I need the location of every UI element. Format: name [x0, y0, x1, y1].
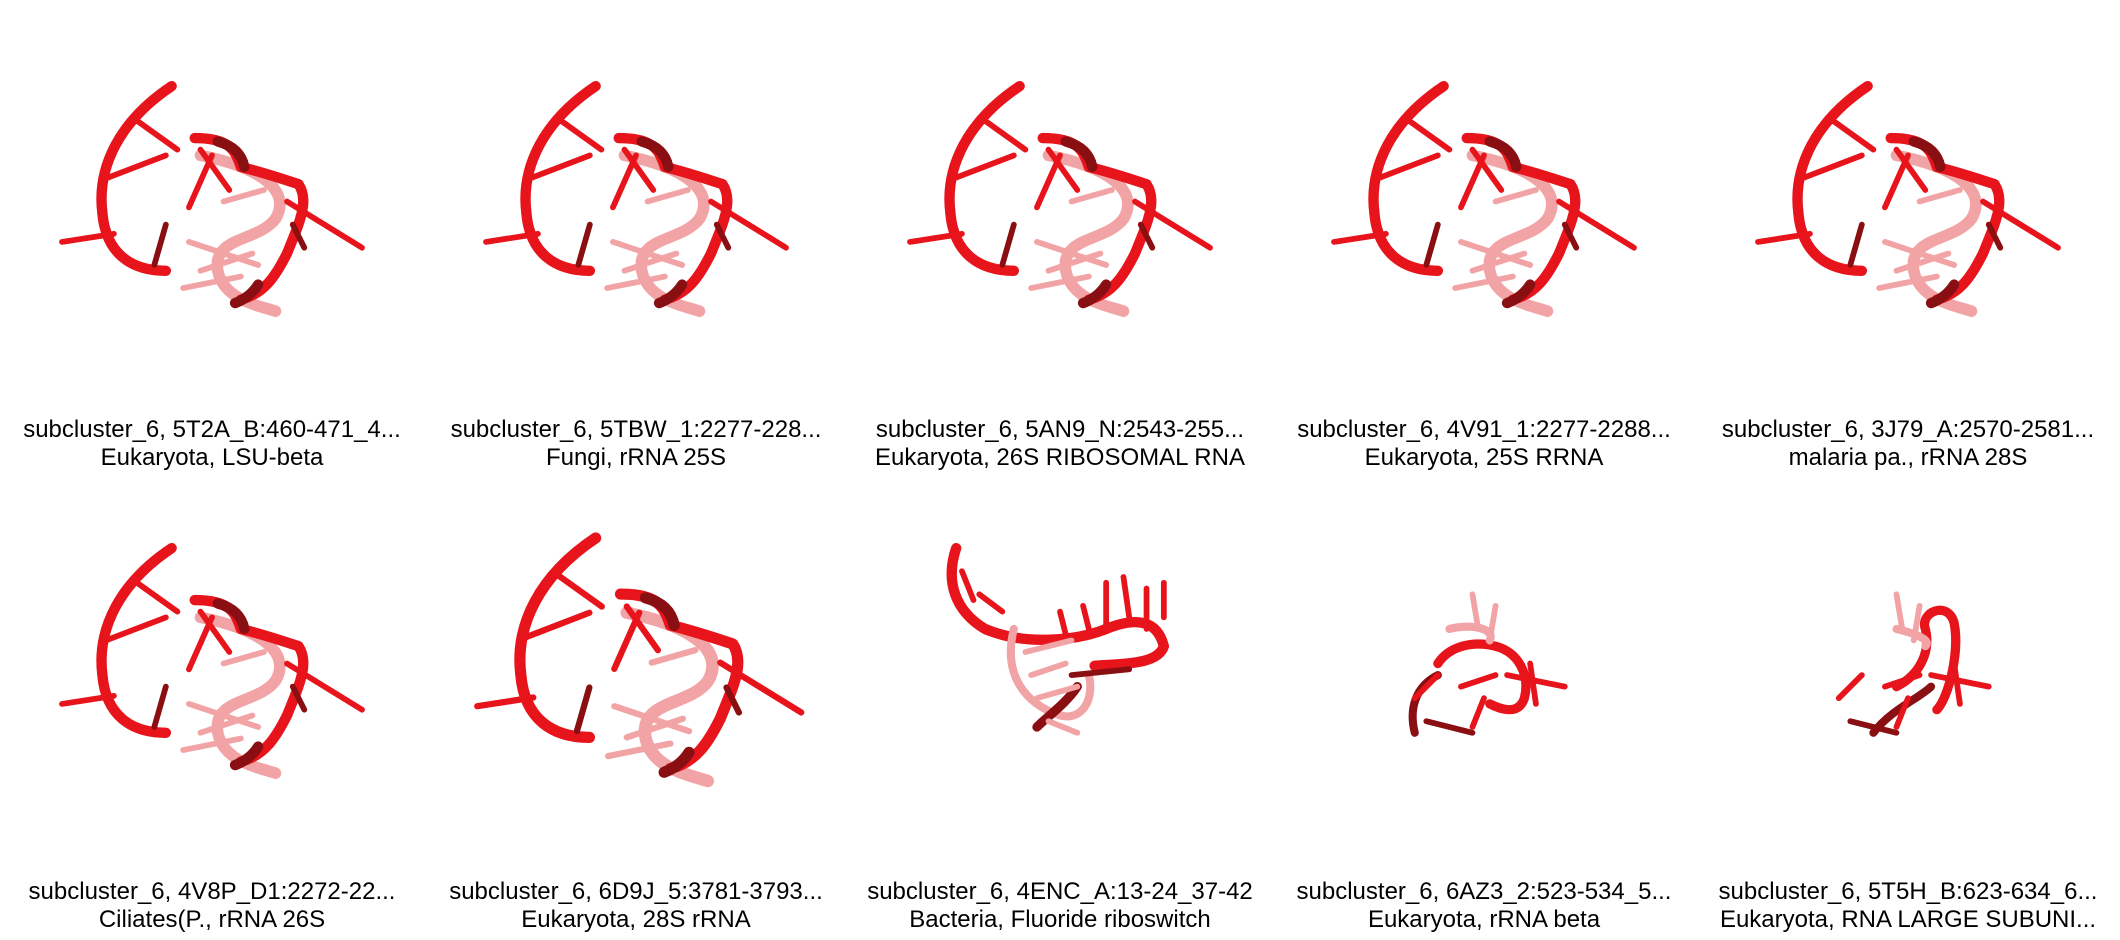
base-stick — [1954, 664, 1960, 704]
hook-backbone — [952, 548, 1164, 666]
panel-title: subcluster_6, 6AZ3_2:523-534_5... — [1272, 878, 1696, 906]
structure-panel: subcluster_6, 5AN9_N:2543-255... Eukaryot… — [848, 0, 1272, 470]
panel-title: subcluster_6, 5T2A_B:460-471_4... — [0, 416, 424, 444]
structure-panel: subcluster_6, 3J79_A:2570-2581... malaria… — [1696, 0, 2120, 470]
panel-caption: subcluster_6, 6D9J_5:3781-3793... Eukaryo… — [424, 878, 848, 934]
base-stick — [154, 687, 166, 727]
panel-caption: subcluster_6, 4ENC_A:13-24_37-42 Bacteria… — [848, 878, 1272, 934]
panel-title: subcluster_6, 4ENC_A:13-24_37-42 — [848, 878, 1272, 906]
base-stick — [1896, 594, 1902, 629]
panel-caption: subcluster_6, 6AZ3_2:523-534_5... Eukaryo… — [1272, 878, 1696, 934]
panel-title: subcluster_6, 6D9J_5:3781-3793... — [424, 878, 848, 906]
base-stick — [1002, 225, 1014, 265]
base-stick — [979, 594, 1002, 611]
base-stick — [530, 155, 590, 178]
base-stick — [1490, 606, 1496, 641]
base-stick — [1850, 225, 1862, 265]
base-stick — [1530, 664, 1536, 704]
base-stick — [1426, 721, 1472, 733]
panel-subtitle: Eukaryota, rRNA beta — [1272, 906, 1696, 934]
base-stick — [1072, 669, 1130, 675]
panel-title: subcluster_6, 4V91_1:2277-2288... — [1272, 416, 1696, 444]
structure-panel: subcluster_6, 4V91_1:2277-2288... Eukaryo… — [1272, 0, 1696, 470]
base-stick — [1378, 155, 1438, 178]
structure-panel: subcluster_6, 5T5H_B:623-634_6... Eukaryo… — [1696, 462, 2120, 932]
base-stick — [578, 225, 590, 265]
panel-title: subcluster_6, 5T5H_B:623-634_6... — [1696, 878, 2120, 906]
base-stick — [1409, 121, 1449, 150]
base-stick — [1083, 606, 1089, 629]
structure-panel: subcluster_6, 4V8P_D1:2272-22... Ciliates… — [0, 462, 424, 932]
panel-title: subcluster_6, 4V8P_D1:2272-22... — [0, 878, 424, 906]
base-stick — [137, 583, 177, 612]
panel-title: subcluster_6, 5AN9_N:2543-255... — [848, 416, 1272, 444]
base-stick — [577, 688, 589, 732]
rna-3d-structure-image — [1718, 40, 2098, 340]
base-stick — [1048, 721, 1077, 733]
rna-3d-structure-image — [1294, 502, 1674, 802]
base-stick — [954, 155, 1014, 178]
rna-3d-structure-image — [1718, 502, 2098, 802]
base-stick — [985, 121, 1025, 150]
base-stick — [1461, 675, 1496, 687]
rna-3d-structure-image — [1294, 40, 1674, 340]
base-stick — [1839, 675, 1862, 698]
panel-caption: subcluster_6, 4V8P_D1:2272-22... Ciliates… — [0, 878, 424, 934]
base-stick — [561, 121, 601, 150]
base-stick — [1802, 155, 1862, 178]
panel-subtitle: Eukaryota, RNA LARGE SUBUNI... — [1696, 906, 2120, 934]
rna-3d-structure-image — [870, 40, 1250, 340]
rna-3d-structure-image — [22, 40, 402, 340]
rna-3d-structure-image — [446, 502, 826, 802]
structure-panel: subcluster_6, 5T2A_B:460-471_4... Eukaryo… — [0, 0, 424, 470]
structure-panel: subcluster_6, 5TBW_1:2277-228... Fungi, r… — [424, 0, 848, 470]
base-stick — [1833, 121, 1873, 150]
structure-panel: subcluster_6, 6D9J_5:3781-3793... Eukaryo… — [424, 462, 848, 932]
base-stick — [137, 121, 177, 150]
base-stick — [558, 575, 602, 606]
base-stick — [1060, 612, 1066, 635]
base-stick — [106, 155, 166, 178]
base-stick — [1031, 664, 1066, 676]
panel-title: subcluster_6, 3J79_A:2570-2581... — [1696, 416, 2120, 444]
base-stick — [106, 617, 166, 640]
base-stick — [962, 571, 974, 600]
base-stick — [525, 613, 590, 638]
panel-title: subcluster_6, 5TBW_1:2277-228... — [424, 416, 848, 444]
base-stick — [154, 225, 166, 265]
structure-panel: subcluster_6, 6AZ3_2:523-534_5... Eukaryo… — [1272, 462, 1696, 932]
base-stick — [1472, 698, 1484, 727]
faded-strand — [1449, 627, 1490, 641]
rna-3d-structure-image — [22, 502, 402, 802]
rna-3d-structure-image — [870, 502, 1250, 802]
structure-panel: subcluster_6, 4ENC_A:13-24_37-42 Bacteria… — [848, 462, 1272, 932]
panel-subtitle: Eukaryota, 28S rRNA — [424, 906, 848, 934]
base-stick — [1123, 577, 1129, 617]
panel-subtitle: Ciliates(P., rRNA 26S — [0, 906, 424, 934]
base-stick — [1426, 225, 1438, 265]
panel-caption: subcluster_6, 5T5H_B:623-634_6... Eukaryo… — [1696, 878, 2120, 934]
rna-3d-structure-image — [446, 40, 826, 340]
panel-subtitle: Bacteria, Fluoride riboswitch — [848, 906, 1272, 934]
